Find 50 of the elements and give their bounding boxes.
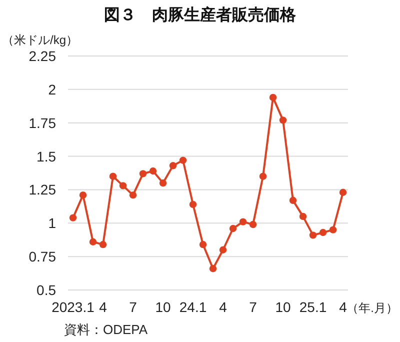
text: 資料：ODEPA xyxy=(64,322,148,337)
point xyxy=(289,196,297,204)
x-tick-label: 2023.1 xyxy=(52,299,95,315)
x-tick-label: 4 xyxy=(219,299,228,315)
point xyxy=(109,172,117,180)
point xyxy=(189,200,197,208)
point xyxy=(249,220,257,228)
point xyxy=(219,246,227,254)
point xyxy=(299,212,307,220)
point xyxy=(179,156,187,164)
point xyxy=(159,179,167,187)
y-axis-title: （米ドル/kg） xyxy=(2,33,78,47)
point xyxy=(209,265,217,272)
point xyxy=(269,94,277,102)
x-tick-label: 10 xyxy=(155,299,171,315)
chart-title: 図３ 肉豚生産者販売価格 xyxy=(104,5,297,24)
y-tick-label: 0.5 xyxy=(36,282,56,298)
point xyxy=(119,182,127,190)
point xyxy=(99,240,107,248)
point xyxy=(339,188,347,196)
y-tick-label: 1.25 xyxy=(28,182,56,198)
x-tick-label: 25.1 xyxy=(299,299,327,315)
x-tick-label: 7 xyxy=(249,299,258,315)
point xyxy=(229,224,237,232)
point xyxy=(129,191,137,199)
point xyxy=(199,240,207,248)
x-axis-title: （年.月） xyxy=(346,301,398,315)
point xyxy=(69,214,77,222)
x-tick-label: 4 xyxy=(339,299,348,315)
x-tick-label: 7 xyxy=(129,299,138,315)
point xyxy=(79,191,87,199)
point xyxy=(259,172,267,180)
point xyxy=(329,226,337,234)
point xyxy=(89,238,97,246)
point xyxy=(139,170,147,178)
point xyxy=(319,228,327,236)
y-tick-label: 1.75 xyxy=(28,114,56,131)
point xyxy=(239,218,247,226)
y-tick-label: 2 xyxy=(48,81,56,98)
y-tick-label: 2.25 xyxy=(28,48,56,64)
y-tick-label: 0.75 xyxy=(28,248,56,265)
point xyxy=(149,167,157,175)
x-tick-label: 10 xyxy=(275,299,291,315)
point xyxy=(279,116,287,124)
y-tick-label: 1.5 xyxy=(36,148,56,164)
point xyxy=(309,232,317,239)
point xyxy=(169,162,177,170)
x-tick-label: 4 xyxy=(99,299,108,315)
y-tick-label: 1 xyxy=(48,215,56,232)
x-tick-label: 24.1 xyxy=(179,299,207,315)
